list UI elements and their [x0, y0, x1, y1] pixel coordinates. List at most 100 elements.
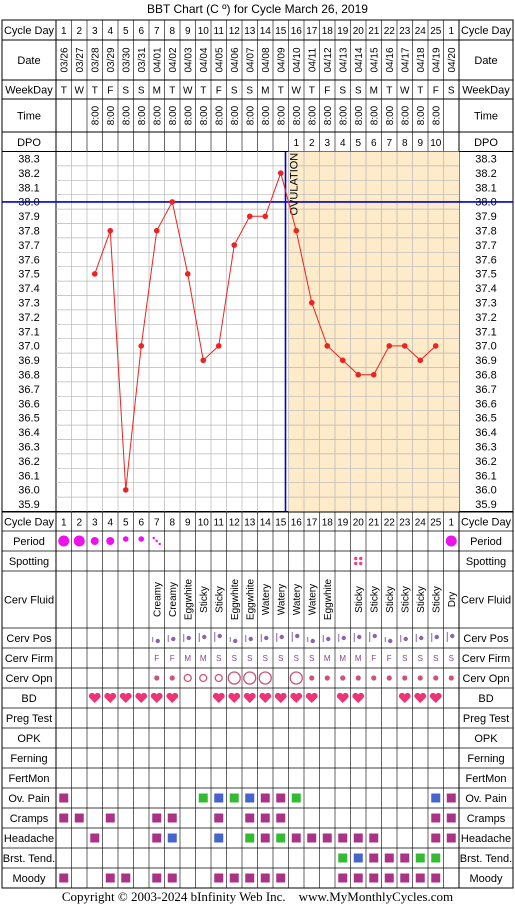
y-tick-label: 37.0 — [18, 341, 39, 353]
cell-weekday: S — [122, 86, 129, 97]
cell-weekday: W — [292, 86, 302, 97]
cell-time: 8:00 — [245, 105, 256, 125]
cycle-day-number: 11 — [214, 518, 225, 529]
symptom-label-right-cerv_firm: Cerv Firm — [462, 653, 510, 665]
cramps-marker — [446, 813, 456, 823]
symptom-label-preg_test: Preg Test — [6, 713, 52, 725]
cell-time: 8:00 — [338, 105, 349, 125]
cycle-day-number: 3 — [92, 518, 98, 529]
cell-time: 8:00 — [230, 105, 241, 125]
cycle-day-number: 7 — [154, 518, 160, 529]
cell-cycle_day: 12 — [229, 26, 241, 37]
cell-time: 8:00 — [214, 105, 225, 125]
cell-date: 04/17 — [400, 47, 411, 72]
cell-cycle_day: 7 — [154, 26, 160, 37]
brst-tend-marker — [338, 853, 348, 863]
spotting-marker — [354, 561, 358, 566]
spotting-marker — [359, 561, 363, 566]
cell-weekday: S — [448, 86, 455, 97]
cerv-pos-marker — [372, 633, 377, 639]
cell-time: 8:00 — [90, 105, 101, 125]
moody-marker — [369, 873, 379, 883]
period-marker — [152, 536, 155, 540]
bd-heart-icon — [429, 692, 442, 703]
brst-tend-marker — [353, 853, 363, 863]
ov-pain-marker — [260, 793, 270, 803]
cerv-opn-marker — [169, 675, 175, 681]
cell-cycle_day: 25 — [430, 26, 442, 37]
cerv-opn-marker — [324, 675, 330, 681]
cycle-day-number: 19 — [337, 518, 349, 529]
headache-marker — [446, 833, 456, 843]
y-tick-label: 38.3 — [18, 154, 39, 166]
period-marker — [90, 537, 99, 545]
y-tick-label: 36.4 — [18, 427, 39, 439]
symptom-label-right-cerv_opn: Cerv Opn — [462, 673, 509, 685]
bd-heart-icon — [119, 692, 132, 703]
cramps-marker — [245, 813, 255, 823]
cerv-firm-value: F — [371, 654, 376, 663]
period-marker — [138, 536, 145, 542]
y-tick-label-right: 36.1 — [475, 470, 496, 482]
cell-cycle_day: 22 — [384, 26, 396, 37]
symptom-label-cerv_fluid: Cerv Fluid — [4, 595, 54, 607]
spotting-marker — [354, 556, 358, 561]
cerv-opn-marker — [355, 675, 361, 681]
y-tick-label: 36.7 — [18, 384, 39, 396]
cramps-marker — [431, 813, 441, 823]
cycle-day-number: 8 — [169, 518, 175, 529]
temperature-point — [262, 213, 269, 220]
cycle-day-number: 14 — [260, 518, 272, 529]
cell-cycle_day: 15 — [275, 26, 287, 37]
cerv-firm-value: F — [387, 654, 392, 663]
temperature-point — [200, 357, 207, 364]
cell-date: 04/01 — [152, 47, 163, 72]
cell-date: 04/12 — [323, 47, 334, 72]
cerv-opn-marker — [433, 675, 439, 681]
cell-time: 8:00 — [431, 105, 442, 125]
cerv-pos-marker — [202, 634, 207, 640]
symptom-label-right-cerv_pos: Cerv Pos — [463, 633, 509, 645]
y-tick-label-right: 38.2 — [475, 168, 496, 180]
cell-date: 04/03 — [183, 47, 194, 72]
temperature-point — [184, 271, 191, 277]
ovulation-label: OVULATION — [289, 153, 301, 216]
y-tick-label: 37.7 — [18, 240, 39, 252]
cycle-day-number: 21 — [368, 518, 380, 529]
cell-cycle_day: 18 — [322, 26, 334, 37]
cell-date: 04/09 — [276, 47, 287, 72]
symptom-label-fertmon: FertMon — [9, 773, 50, 785]
cerv-pos-marker — [310, 638, 315, 644]
cell-date: 04/13 — [338, 47, 349, 72]
cerv-opn-marker — [340, 675, 346, 681]
cell-time: 8:00 — [307, 105, 318, 125]
cerv-pos-marker — [434, 634, 439, 640]
cell-date: 03/31 — [137, 47, 148, 72]
moody-marker — [415, 873, 425, 883]
cerv-firm-value: S — [309, 654, 314, 663]
symptom-label-right-ov_pain: Ov. Pain — [465, 793, 506, 805]
cell-weekday: F — [107, 86, 113, 97]
symptom-label-brst_tend: Brst. Tend. — [3, 853, 55, 865]
ov-pain-marker — [229, 793, 239, 803]
y-tick-label: 37.5 — [18, 269, 39, 281]
cramps-marker — [105, 813, 115, 823]
cell-cycle_day: 6 — [138, 26, 144, 37]
cell-date: 04/19 — [431, 47, 442, 72]
ov-pain-marker — [198, 793, 208, 803]
y-tick-label: 36.0 — [18, 485, 39, 497]
cerv-fluid-value: Sticky — [400, 586, 411, 613]
cerv-pos-marker — [155, 638, 160, 644]
moody-marker — [121, 873, 131, 883]
cell-date: 04/06 — [230, 47, 241, 72]
cell-cycle_day: 9 — [185, 26, 191, 37]
cycle-day-number: 9 — [185, 518, 191, 529]
cell-date: 04/14 — [354, 47, 365, 72]
symptom-label-right-moody: Moody — [469, 873, 503, 885]
headache-marker — [152, 833, 162, 843]
cerv-fluid-value: Eggwhite — [183, 578, 194, 620]
y-tick-label-right: 37.2 — [475, 312, 496, 324]
cerv-fluid-value: Sticky — [385, 586, 396, 613]
cerv-opn-marker — [154, 675, 160, 681]
